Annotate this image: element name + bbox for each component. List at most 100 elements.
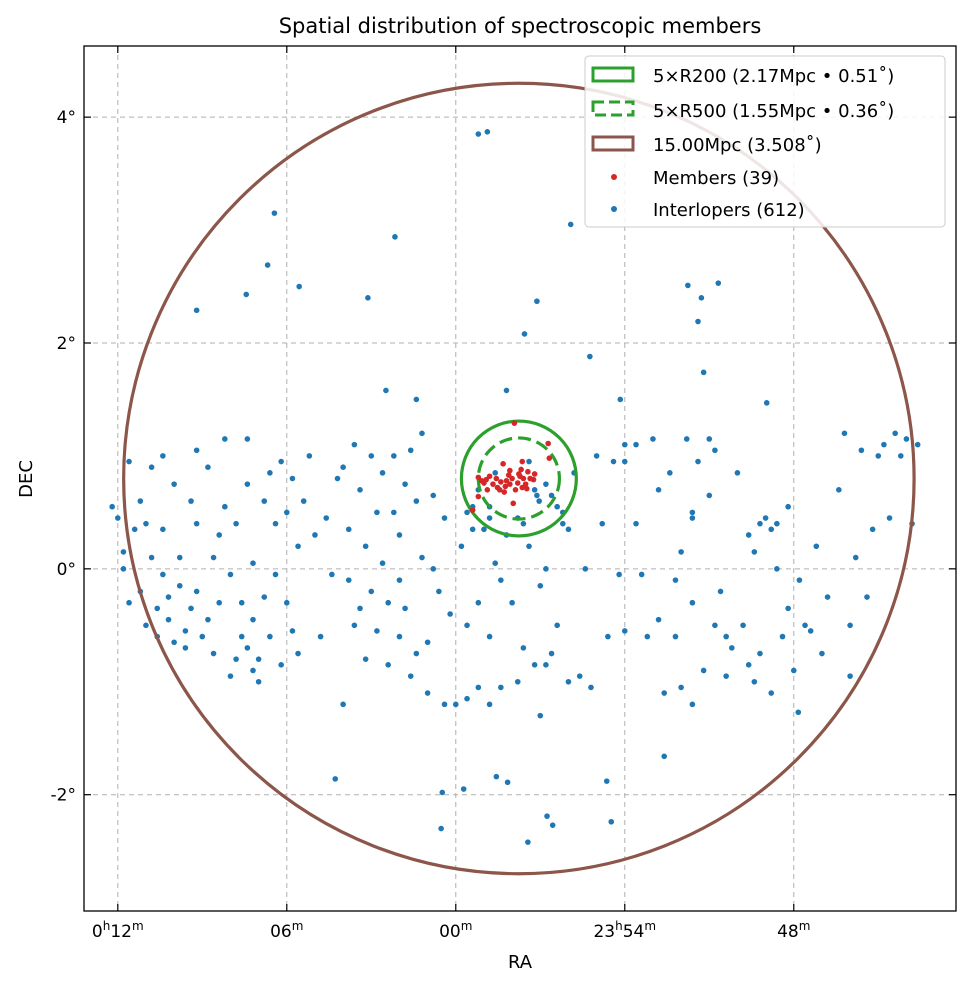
interloper-point <box>521 331 528 337</box>
interloper-point <box>424 639 431 646</box>
legend-members-marker <box>611 174 617 180</box>
interloper-point <box>751 549 758 555</box>
interloper-point <box>351 441 358 448</box>
interloper-point <box>396 577 403 583</box>
interloper-point <box>148 464 155 471</box>
interloper-point <box>340 701 346 708</box>
interloper-point <box>126 458 132 465</box>
interloper-point <box>392 234 398 240</box>
interloper-point <box>385 599 391 606</box>
interloper-point <box>536 498 542 504</box>
interloper-point <box>621 628 628 634</box>
interloper-point <box>717 588 724 595</box>
member-point <box>518 466 524 473</box>
interloper-point <box>504 779 511 786</box>
interloper-point <box>554 503 560 510</box>
interloper-point <box>757 650 763 657</box>
interloper-point <box>886 515 893 521</box>
interloper-point <box>154 605 161 612</box>
interloper-point <box>484 129 491 135</box>
interloper-point <box>216 532 222 538</box>
interloper-point <box>438 825 444 832</box>
member-point <box>511 420 518 426</box>
member-point <box>510 500 517 507</box>
member-point <box>507 481 513 487</box>
interloper-point <box>537 712 544 719</box>
interloper-point <box>244 436 251 442</box>
interloper-point <box>243 291 250 298</box>
y-axis-label: DEC <box>16 460 37 498</box>
interloper-point <box>250 667 256 674</box>
y-tick-label: 2° <box>57 334 76 354</box>
interloper-point <box>526 458 532 465</box>
interloper-point <box>608 818 615 825</box>
interloper-point <box>345 577 352 583</box>
member-point <box>503 477 510 484</box>
interloper-point <box>402 605 408 612</box>
interloper-point <box>526 543 532 550</box>
interloper-point <box>498 684 504 691</box>
chart-title: Spatial distribution of spectroscopic me… <box>279 14 762 38</box>
interloper-point <box>683 436 690 442</box>
interloper-point <box>712 622 718 629</box>
legend-interlopers-label: Interlopers (612) <box>653 200 805 221</box>
x-tick-label: 06m <box>270 919 303 942</box>
interloper-point <box>667 470 673 476</box>
r200-circle <box>459 419 578 538</box>
interloper-point <box>264 262 271 268</box>
interloper-point <box>633 520 639 527</box>
interloper-point <box>774 520 780 527</box>
interloper-point <box>751 678 758 685</box>
interloper-point <box>525 839 531 845</box>
interloper-point <box>475 131 482 137</box>
interloper-point <box>413 396 420 403</box>
member-point <box>546 455 553 461</box>
legend-interlopers-marker <box>611 206 617 212</box>
interloper-point <box>469 526 476 533</box>
member-point <box>519 484 526 491</box>
interloper-point <box>689 701 696 708</box>
interloper-point <box>534 298 540 305</box>
interloper-point <box>745 532 752 538</box>
interloper-point <box>549 822 556 828</box>
interloper-point <box>396 633 403 640</box>
interloper-point <box>391 453 397 459</box>
interloper-point <box>795 709 802 716</box>
y-tick-label: 4° <box>57 108 76 128</box>
interloper-point <box>587 353 593 360</box>
interloper-point <box>565 526 572 533</box>
interloper-point <box>650 436 656 442</box>
interloper-point <box>357 486 363 493</box>
interloper-point <box>278 662 284 668</box>
interloper-point <box>723 633 729 640</box>
interloper-point <box>768 526 775 533</box>
member-point <box>475 493 482 500</box>
interloper-point <box>616 571 622 578</box>
interloper-point <box>340 464 346 471</box>
interloper-point <box>689 509 696 516</box>
interloper-point <box>576 673 583 679</box>
interloper-point <box>362 656 369 662</box>
interloper-point <box>560 520 566 527</box>
interloper-point <box>520 520 527 527</box>
interloper-point <box>199 633 206 640</box>
interloper-point <box>283 599 290 606</box>
interloper-point <box>165 616 172 623</box>
interloper-point <box>458 543 465 550</box>
interloper-point <box>267 470 273 476</box>
interloper-point <box>250 616 256 623</box>
interloper-point <box>807 628 814 634</box>
member-point <box>531 471 538 477</box>
interloper-point <box>638 571 645 578</box>
interloper-point <box>430 566 437 572</box>
interloper-point <box>723 673 729 679</box>
interloper-point <box>712 447 718 454</box>
interloper-point <box>700 369 707 376</box>
interloper-point <box>689 599 696 606</box>
member-point <box>514 480 521 486</box>
interloper-point <box>385 662 391 668</box>
interloper-point <box>492 470 499 476</box>
interloper-point <box>255 678 262 685</box>
interloper-point <box>329 571 335 578</box>
